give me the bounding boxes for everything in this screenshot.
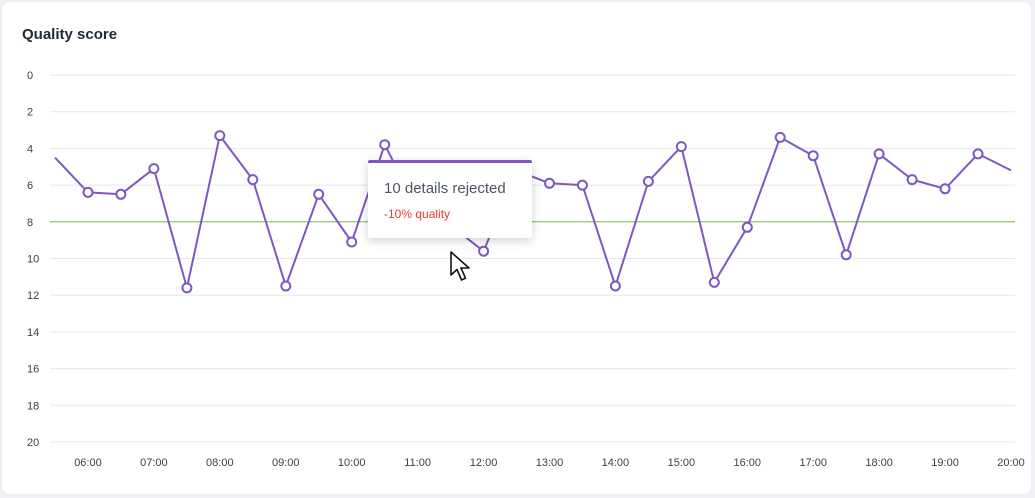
y-tick-label-4: 4: [27, 143, 33, 155]
tooltip-subtitle: -10% quality: [384, 207, 451, 221]
data-point-1500: [675, 141, 687, 153]
series-line-0: [54, 134, 1012, 289]
data-point-1930: [972, 148, 984, 160]
data-point-1730: [840, 249, 852, 261]
y-axis-ticks: 0 2 4 6 8 10 12 14 16 18 20: [27, 70, 39, 449]
data-point-1000: [346, 236, 358, 248]
x-tick-label-1100: 11:00: [404, 457, 431, 469]
data-point-0600: [82, 186, 94, 198]
data-point-1300: [544, 177, 555, 189]
x-tick-label-0600: 06:00: [74, 457, 102, 469]
x-axis-ticks: 06:00 07:00 08:00 09:00 10:00 11:00 12:00 13:00…: [74, 457, 1025, 469]
data-point-0930: [313, 188, 325, 200]
data-point-1800: [873, 148, 885, 160]
data-point-1830: [906, 174, 918, 186]
x-tick-label-1300: 13:00: [536, 457, 564, 469]
x-tick-label-0700: 07:00: [140, 457, 168, 469]
data-point-0830: [247, 174, 259, 186]
data-point-1430: [642, 175, 654, 187]
point-markers: [82, 130, 984, 294]
x-tick-label-1000: 10:00: [338, 457, 366, 469]
x-tick-label-0800: 08:00: [206, 457, 234, 469]
x-tick-label-1600: 16:00: [734, 457, 762, 469]
x-tick-label-1400: 14:00: [602, 457, 630, 469]
data-point-1530: [708, 276, 720, 288]
y-tick-label-10: 10: [27, 254, 39, 266]
y-tick-label-20: 20: [27, 437, 39, 449]
data-point-1630: [774, 131, 786, 143]
chart-title: Quality score: [22, 26, 118, 43]
x-tick-label-1900: 19:00: [931, 457, 959, 469]
y-tick-label-12: 12: [27, 290, 39, 302]
data-point-1400: [609, 280, 621, 292]
data-point-0800: [214, 130, 226, 142]
y-tick-label-0: 0: [27, 70, 33, 82]
y-tick-label-16: 16: [27, 364, 39, 376]
data-point-0630: [115, 188, 127, 200]
y-tick-label-14: 14: [27, 327, 39, 339]
data-tooltip: 10 details rejected -10% quality: [368, 160, 532, 238]
data-point-1030: [379, 139, 391, 151]
x-tick-label-1200: 12:00: [470, 457, 498, 469]
x-tick-label-0900: 09:00: [272, 457, 300, 469]
grid-lines: [50, 74, 1015, 443]
data-point-1200: [478, 245, 490, 257]
arrow-cursor-icon: [450, 251, 470, 281]
data-point-0900: [280, 280, 292, 292]
data-point-0730: [181, 282, 193, 294]
x-tick-label-1800: 18:00: [865, 457, 893, 469]
x-tick-label-1700: 17:00: [799, 457, 827, 469]
y-tick-label-6: 6: [27, 180, 33, 192]
data-point-1330: [576, 179, 588, 191]
series-layer: [54, 134, 1012, 289]
y-tick-label-18: 18: [27, 400, 39, 412]
x-tick-label-2000: 20:00: [997, 457, 1025, 469]
y-tick-label-8: 8: [27, 217, 33, 229]
data-point-1900: [939, 183, 951, 195]
x-tick-label-1500: 15:00: [668, 457, 696, 469]
tooltip-title: 10 details rejected: [384, 180, 506, 197]
data-point-0700: [148, 163, 160, 175]
data-point-1700: [807, 150, 819, 162]
y-tick-label-2: 2: [27, 107, 33, 119]
data-point-1600: [741, 221, 753, 233]
